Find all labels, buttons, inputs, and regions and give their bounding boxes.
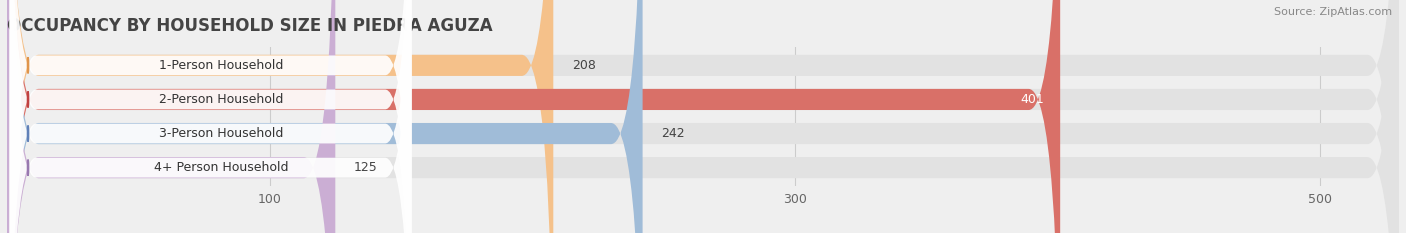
Text: Source: ZipAtlas.com: Source: ZipAtlas.com bbox=[1274, 7, 1392, 17]
Text: OCCUPANCY BY HOUSEHOLD SIZE IN PIEDRA AGUZA: OCCUPANCY BY HOUSEHOLD SIZE IN PIEDRA AG… bbox=[7, 17, 492, 35]
Text: 125: 125 bbox=[354, 161, 377, 174]
FancyBboxPatch shape bbox=[10, 0, 412, 233]
FancyBboxPatch shape bbox=[10, 0, 412, 233]
FancyBboxPatch shape bbox=[10, 0, 412, 233]
FancyBboxPatch shape bbox=[7, 0, 554, 233]
FancyBboxPatch shape bbox=[7, 0, 1399, 233]
FancyBboxPatch shape bbox=[7, 0, 643, 233]
Text: 208: 208 bbox=[572, 59, 596, 72]
Text: 3-Person Household: 3-Person Household bbox=[159, 127, 283, 140]
FancyBboxPatch shape bbox=[7, 0, 1060, 233]
FancyBboxPatch shape bbox=[10, 0, 412, 233]
FancyBboxPatch shape bbox=[7, 0, 1399, 233]
FancyBboxPatch shape bbox=[7, 0, 335, 233]
Text: 4+ Person Household: 4+ Person Household bbox=[153, 161, 288, 174]
FancyBboxPatch shape bbox=[7, 0, 1399, 233]
Text: 401: 401 bbox=[1021, 93, 1045, 106]
Text: 242: 242 bbox=[661, 127, 685, 140]
Text: 1-Person Household: 1-Person Household bbox=[159, 59, 283, 72]
FancyBboxPatch shape bbox=[7, 0, 1399, 233]
Text: 2-Person Household: 2-Person Household bbox=[159, 93, 283, 106]
